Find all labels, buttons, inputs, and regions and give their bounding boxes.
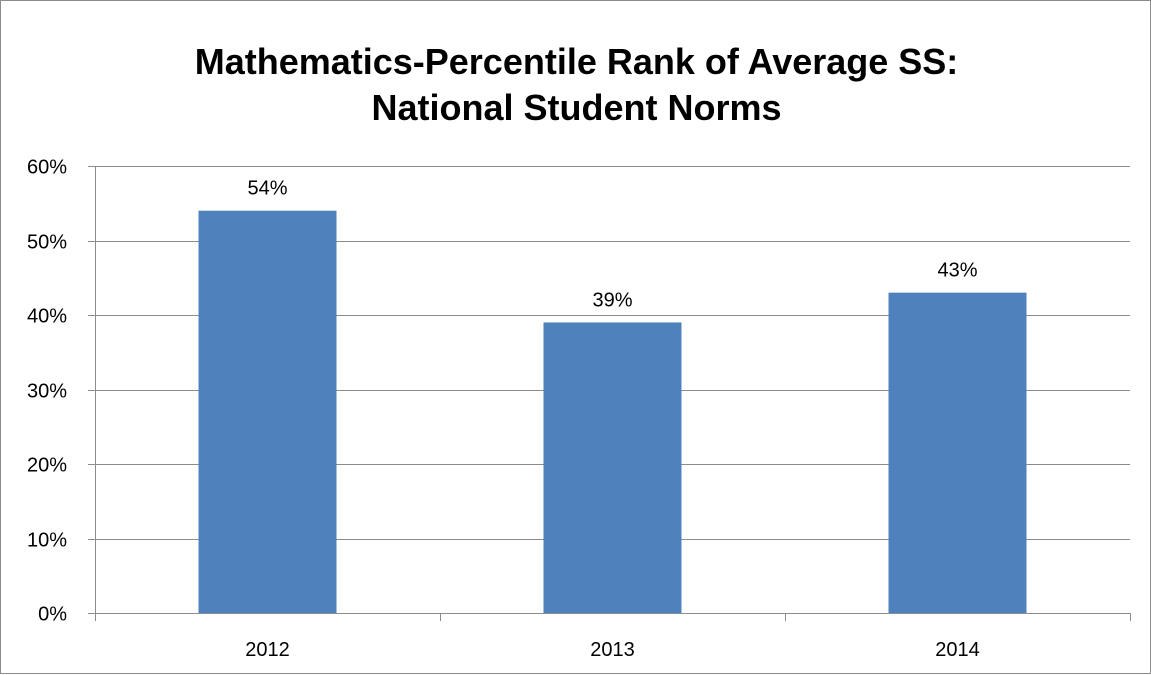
y-tick-label: 50% [27, 232, 67, 254]
data-label: 39% [592, 289, 632, 311]
y-tick-label: 0% [38, 604, 67, 626]
y-tick-label: 30% [27, 381, 67, 403]
data-label: 43% [937, 260, 977, 282]
x-tick-label: 2013 [590, 639, 635, 661]
y-tick-label: 40% [27, 306, 67, 328]
data-label: 54% [247, 178, 287, 200]
chart-title: Mathematics-Percentile Rank of Average S… [1, 39, 1151, 131]
y-tick-label: 10% [27, 530, 67, 552]
x-tick-label: 2012 [245, 639, 290, 661]
chart-title-line-2: National Student Norms [371, 87, 782, 128]
x-tick-label: 2014 [935, 639, 980, 661]
bar-2013 [543, 322, 682, 613]
bar-2014 [888, 292, 1027, 613]
chart-title-line-1: Mathematics-Percentile Rank of Average S… [194, 41, 959, 82]
bar-2012 [198, 210, 337, 613]
y-tick-label: 60% [27, 157, 67, 179]
y-tick-label: 20% [27, 455, 67, 477]
